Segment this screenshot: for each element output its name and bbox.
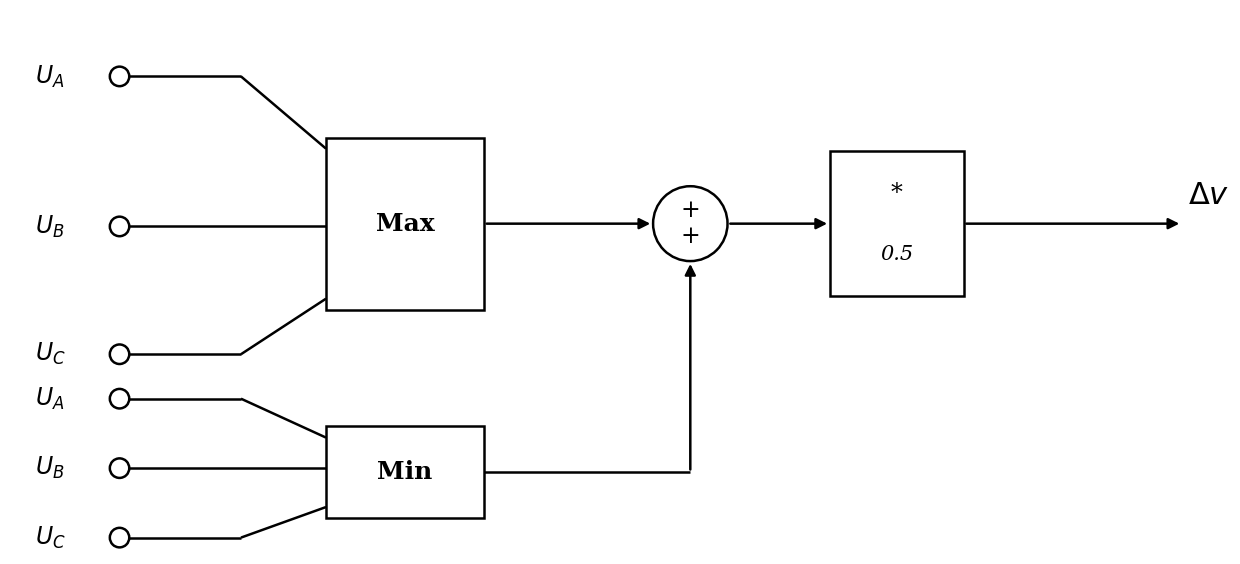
Text: $\Delta v$: $\Delta v$ xyxy=(1188,180,1230,212)
Ellipse shape xyxy=(653,186,728,261)
Text: +: + xyxy=(681,225,701,248)
Bar xyxy=(326,138,484,310)
Text: $U_{A}$: $U_{A}$ xyxy=(35,63,64,90)
Text: *: * xyxy=(890,182,903,205)
Ellipse shape xyxy=(110,459,129,478)
Text: $U_{C}$: $U_{C}$ xyxy=(35,341,66,367)
Bar xyxy=(830,151,963,296)
Bar xyxy=(326,426,484,518)
Text: Min: Min xyxy=(377,460,433,484)
Ellipse shape xyxy=(110,345,129,364)
Text: $U_{A}$: $U_{A}$ xyxy=(35,386,64,412)
Text: $U_{B}$: $U_{B}$ xyxy=(35,455,64,481)
Ellipse shape xyxy=(110,217,129,236)
Text: $U_{C}$: $U_{C}$ xyxy=(35,525,66,550)
Text: 0.5: 0.5 xyxy=(880,245,914,264)
Ellipse shape xyxy=(110,67,129,86)
Text: Max: Max xyxy=(376,212,434,236)
Text: $U_{B}$: $U_{B}$ xyxy=(35,213,64,240)
Ellipse shape xyxy=(110,528,129,548)
Ellipse shape xyxy=(110,389,129,408)
Text: +: + xyxy=(681,199,701,222)
